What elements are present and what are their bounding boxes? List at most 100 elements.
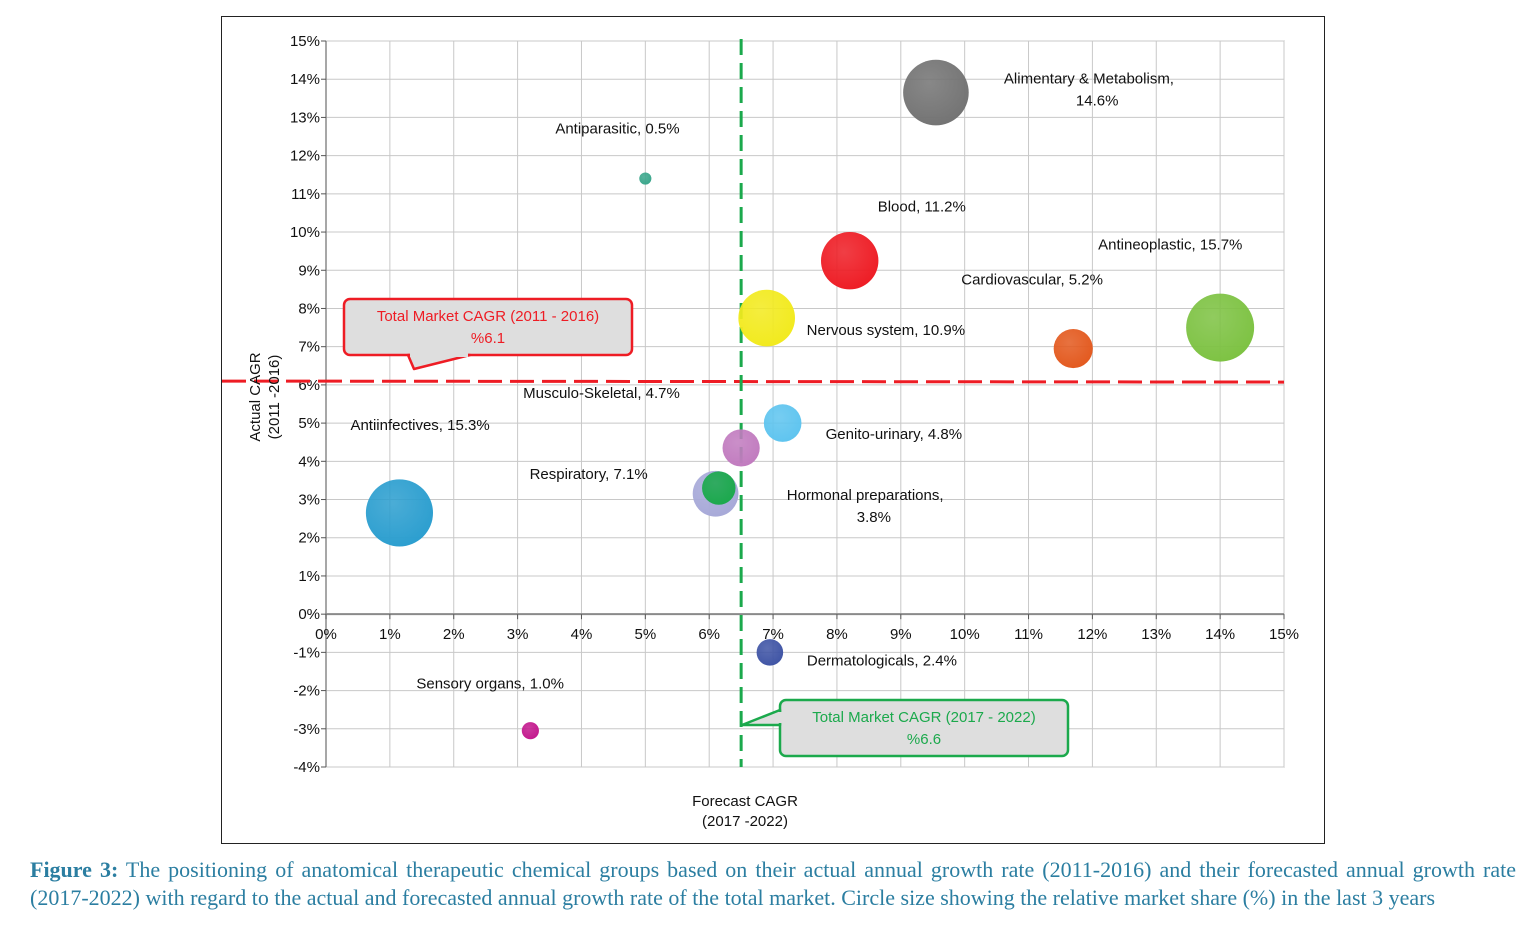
y-tick-label: -2% <box>293 683 320 700</box>
bubble-label: Genito-urinary, 4.8% <box>826 426 962 443</box>
bubble-circle <box>903 59 969 126</box>
x-tick-label: 0% <box>315 626 337 643</box>
bubble-chart: -4%-3%-2%-1%0%1%2%3%4%5%6%7%8%9%10%11%12… <box>222 33 1299 830</box>
callout-text: Total Market CAGR (2017 - 2022) <box>812 709 1035 726</box>
bubble <box>702 471 736 505</box>
callout-text: %6.1 <box>471 330 505 347</box>
bubble <box>738 289 796 347</box>
bubble-circle <box>1053 329 1093 369</box>
callout-box <box>342 297 634 357</box>
bubble-circle <box>763 404 802 442</box>
x-tick-label: 6% <box>698 626 720 643</box>
bubble <box>1186 293 1255 362</box>
x-tick-label: 2% <box>443 626 465 643</box>
bubble-label-line: Antiinfectives, 15.3% <box>350 417 489 434</box>
bubble <box>756 639 784 666</box>
y-tick-label: 14% <box>290 71 320 88</box>
bubble-label: Antineoplastic, 15.7% <box>1098 237 1242 254</box>
y-tick-label: 8% <box>298 300 320 317</box>
y-tick-label: -3% <box>293 721 320 738</box>
axes: -4%-3%-2%-1%0%1%2%3%4%5%6%7%8%9%10%11%12… <box>290 33 1299 776</box>
bubble-label-line: Blood, 11.2% <box>878 199 966 216</box>
x-tick-label: 1% <box>379 626 401 643</box>
bubble-label: Blood, 11.2% <box>878 199 966 216</box>
bubble <box>1053 329 1093 369</box>
axis-titles: Forecast CAGR (2017 -2022) Actual CAGR (201… <box>247 352 798 830</box>
bubble-labels: Alimentary & Metabolism, 14.6% Antiparasit… <box>350 71 1242 693</box>
bubble-label-line: Dermatologicals, 2.4% <box>807 652 957 669</box>
bubble-circle <box>639 172 652 185</box>
ref-line-actual <box>222 379 1285 384</box>
x-tick-label: 10% <box>950 626 980 643</box>
y-tick-label: 9% <box>298 262 320 279</box>
bubble-label: Respiratory, 7.1% <box>530 466 648 483</box>
y-axis-title: Actual CAGR (2011 -2016) <box>247 352 283 441</box>
reference-lines <box>222 39 1285 767</box>
bubble-label: Antiinfectives, 15.3% <box>350 417 489 434</box>
y-tick-label: -4% <box>293 759 320 776</box>
callout-text: %6.6 <box>907 731 941 748</box>
plot-border <box>325 40 1285 768</box>
caption-text: The positioning of anatomical therapeuti… <box>30 857 1517 910</box>
x-tick-label: 4% <box>571 626 593 643</box>
bubble-label: Alimentary & Metabolism, 14.6% <box>1004 71 1174 110</box>
y-tick-label: 1% <box>298 568 320 585</box>
y-tick-label: 3% <box>298 492 320 509</box>
x-tick-label: 14% <box>1205 626 1235 643</box>
bubble-label-line: Cardiovascular, 5.2% <box>961 272 1103 289</box>
y-axis-title-line: (2011 -2016) <box>266 355 283 440</box>
bubble-label-line: Alimentary & Metabolism, <box>1004 71 1174 88</box>
x-axis-title: Forecast CAGR <box>692 793 798 810</box>
callout-text: Total Market CAGR (2011 - 2016) <box>377 308 599 325</box>
callout-tail <box>406 353 472 371</box>
bubble-label-line: 14.6% <box>1076 93 1119 110</box>
y-tick-label: 7% <box>298 339 320 356</box>
x-tick-label: 15% <box>1269 626 1299 643</box>
bubble-label: Dermatologicals, 2.4% <box>807 652 957 669</box>
y-tick-label: 0% <box>298 606 320 623</box>
bubble-circle <box>820 231 879 290</box>
bubble-circle <box>738 289 796 347</box>
bubble-label-line: Antineoplastic, 15.7% <box>1098 237 1242 254</box>
bubble-label: Musculo-Skeletal, 4.7% <box>523 385 680 402</box>
bubble <box>639 172 652 185</box>
x-tick-label: 13% <box>1141 626 1171 643</box>
y-tick-label: 13% <box>290 109 320 126</box>
bubble <box>763 404 802 442</box>
bubble-circle <box>1186 293 1255 362</box>
x-tick-label: 9% <box>890 626 912 643</box>
bubble-circle <box>365 479 434 547</box>
bubble-label-line: Respiratory, 7.1% <box>530 466 648 483</box>
bubble-circle <box>756 639 784 666</box>
bubble <box>903 59 969 126</box>
x-tick-label: 8% <box>826 626 848 643</box>
y-axis-title-line: Actual CAGR <box>247 352 264 441</box>
y-tick-label: 4% <box>298 453 320 470</box>
y-tick-label: -1% <box>293 644 320 661</box>
y-tick-label: 10% <box>290 224 320 241</box>
callout-tail <box>740 708 782 727</box>
bubble-label: Hormonal preparations, 3.8% <box>787 487 944 526</box>
callout-actual: Total Market CAGR (2011 - 2016) %6.1 <box>342 297 634 371</box>
y-tick-label: 5% <box>298 415 320 432</box>
callouts: Total Market CAGR (2011 - 2016)%6.1Total… <box>342 297 1070 758</box>
callout-box <box>778 698 1070 758</box>
bubble-label-line: Genito-urinary, 4.8% <box>826 426 962 443</box>
x-tick-label: 3% <box>507 626 529 643</box>
bubble-label: Sensory organs, 1.0% <box>416 676 564 693</box>
y-tick-label: 12% <box>290 148 320 165</box>
bubble <box>365 479 434 547</box>
bubble-label: Cardiovascular, 5.2% <box>961 272 1103 289</box>
bubbles <box>365 59 1255 740</box>
bubble-circle <box>702 471 736 505</box>
chart-frame: -4% -3% -2% -1% 0% 1% 2% 3% 4% 5% 6% 7% 8% 9% 10% 11% 12… <box>221 16 1325 844</box>
bubble-label-line: Hormonal preparations, <box>787 487 944 504</box>
y-tick-label: 11% <box>291 186 320 203</box>
bubble-label: Nervous system, 10.9% <box>807 322 965 339</box>
callout-forecast: Total Market CAGR (2017 - 2022) %6.6 <box>740 698 1070 758</box>
bubble-label-line: 3.8% <box>857 509 891 526</box>
x-axis-title: (2017 -2022) <box>702 813 788 830</box>
caption-lead: Figure 3: <box>30 857 119 882</box>
bubble <box>820 231 879 290</box>
x-tick-label: 5% <box>634 626 656 643</box>
